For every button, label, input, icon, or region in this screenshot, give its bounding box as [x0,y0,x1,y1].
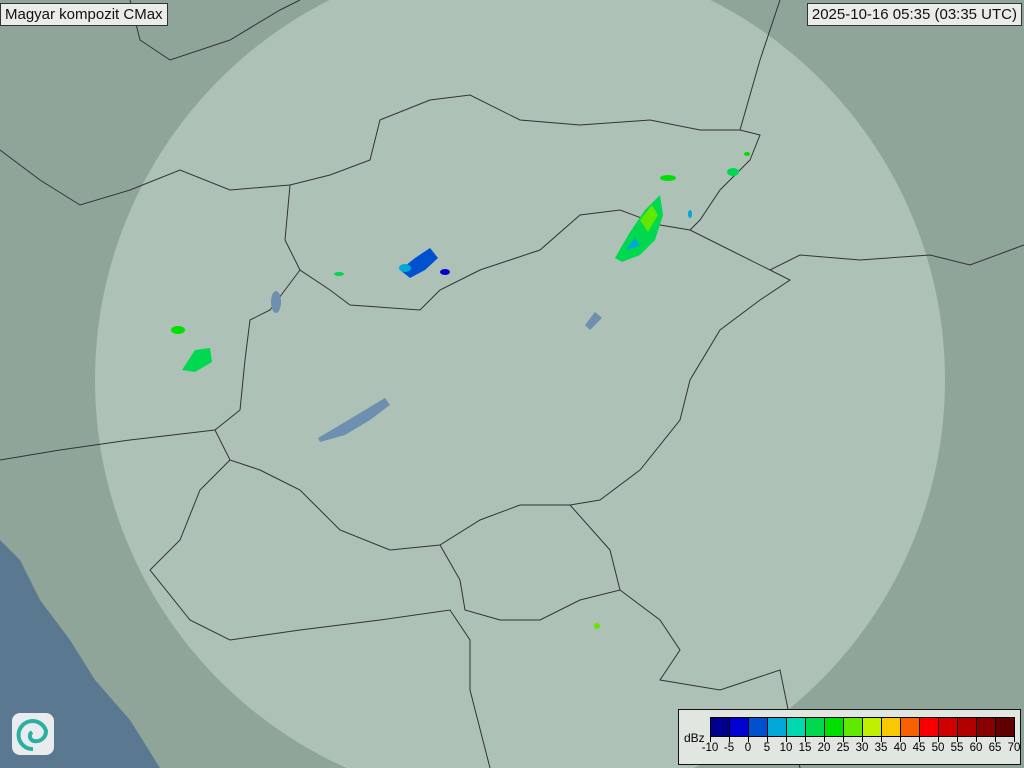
legend-tick-mark [1014,737,1015,742]
omsz-logo [12,713,54,755]
legend-swatch [730,718,749,736]
legend-tick-label: 35 [874,742,888,754]
legend-tick-label: 45 [912,742,926,754]
legend-tick-label: 5 [763,742,771,754]
legend-tick-label: 15 [798,742,812,754]
legend-unit: dBz [684,731,705,745]
legend-tick-label: 30 [855,742,869,754]
legend-swatch [920,718,939,736]
legend-swatch [958,718,977,736]
legend-swatch [787,718,806,736]
legend-tick-label: 0 [744,742,752,754]
legend-tick-mark [824,737,825,742]
legend-tick-mark [843,737,844,742]
legend-tick-mark [881,737,882,742]
legend-tick-mark [748,737,749,742]
legend-tick-label: 20 [817,742,831,754]
legend-tick-mark [919,737,920,742]
legend-tick-mark [710,737,711,742]
legend-tick-label: 25 [836,742,850,754]
lake-neusiedl [271,291,281,313]
legend-swatch [768,718,787,736]
legend-tick-label: -5 [723,742,735,754]
lakes [271,291,602,442]
legend-tick-label: 65 [988,742,1002,754]
legend-tick-mark [976,737,977,742]
legend-tick-label: -10 [701,742,719,754]
legend-swatch [901,718,920,736]
legend-tick-mark [957,737,958,742]
lake-balaton [318,398,390,442]
legend-tick-mark [786,737,787,742]
radar-coverage-area [95,0,945,768]
legend-tick-label: 10 [779,742,793,754]
legend-color-bar [710,717,1015,737]
legend-swatch [882,718,901,736]
product-title: Magyar kompozit CMax [0,3,168,26]
legend-tick-mark [767,737,768,742]
legend-tick-mark [729,737,730,742]
legend-tick-label: 55 [950,742,964,754]
legend-tick-label: 60 [969,742,983,754]
legend-swatch [844,718,863,736]
legend-swatch [863,718,882,736]
legend-tick-label: 50 [931,742,945,754]
legend-ticks: -10 -5 0 5 10 15 20 25 30 35 40 45 50 55 60 65 70 [702,737,1020,761]
legend-swatch [806,718,825,736]
legend-tick-label: 70 [1007,742,1021,754]
legend-swatch [711,718,730,736]
legend-swatch [825,718,844,736]
legend-swatch [996,718,1014,736]
legend-tick-mark [805,737,806,742]
legend-tick-mark [900,737,901,742]
dbz-color-legend: dBz -10 -5 0 5 10 15 20 25 30 35 40 45 50 55 60 65 70 [678,709,1021,765]
legend-tick-label: 40 [893,742,907,754]
swirl-logo-icon [16,719,48,752]
legend-tick-mark [862,737,863,742]
legend-swatch [749,718,768,736]
timestamp-label: 2025-10-16 05:35 (03:35 UTC) [806,3,1022,26]
legend-tick-mark [938,737,939,742]
radar-echoes [171,152,750,629]
legend-swatch [977,718,996,736]
legend-tick-mark [995,737,996,742]
adriatic-sea [0,540,160,768]
lake-tisza [585,312,602,330]
legend-swatch [939,718,958,736]
